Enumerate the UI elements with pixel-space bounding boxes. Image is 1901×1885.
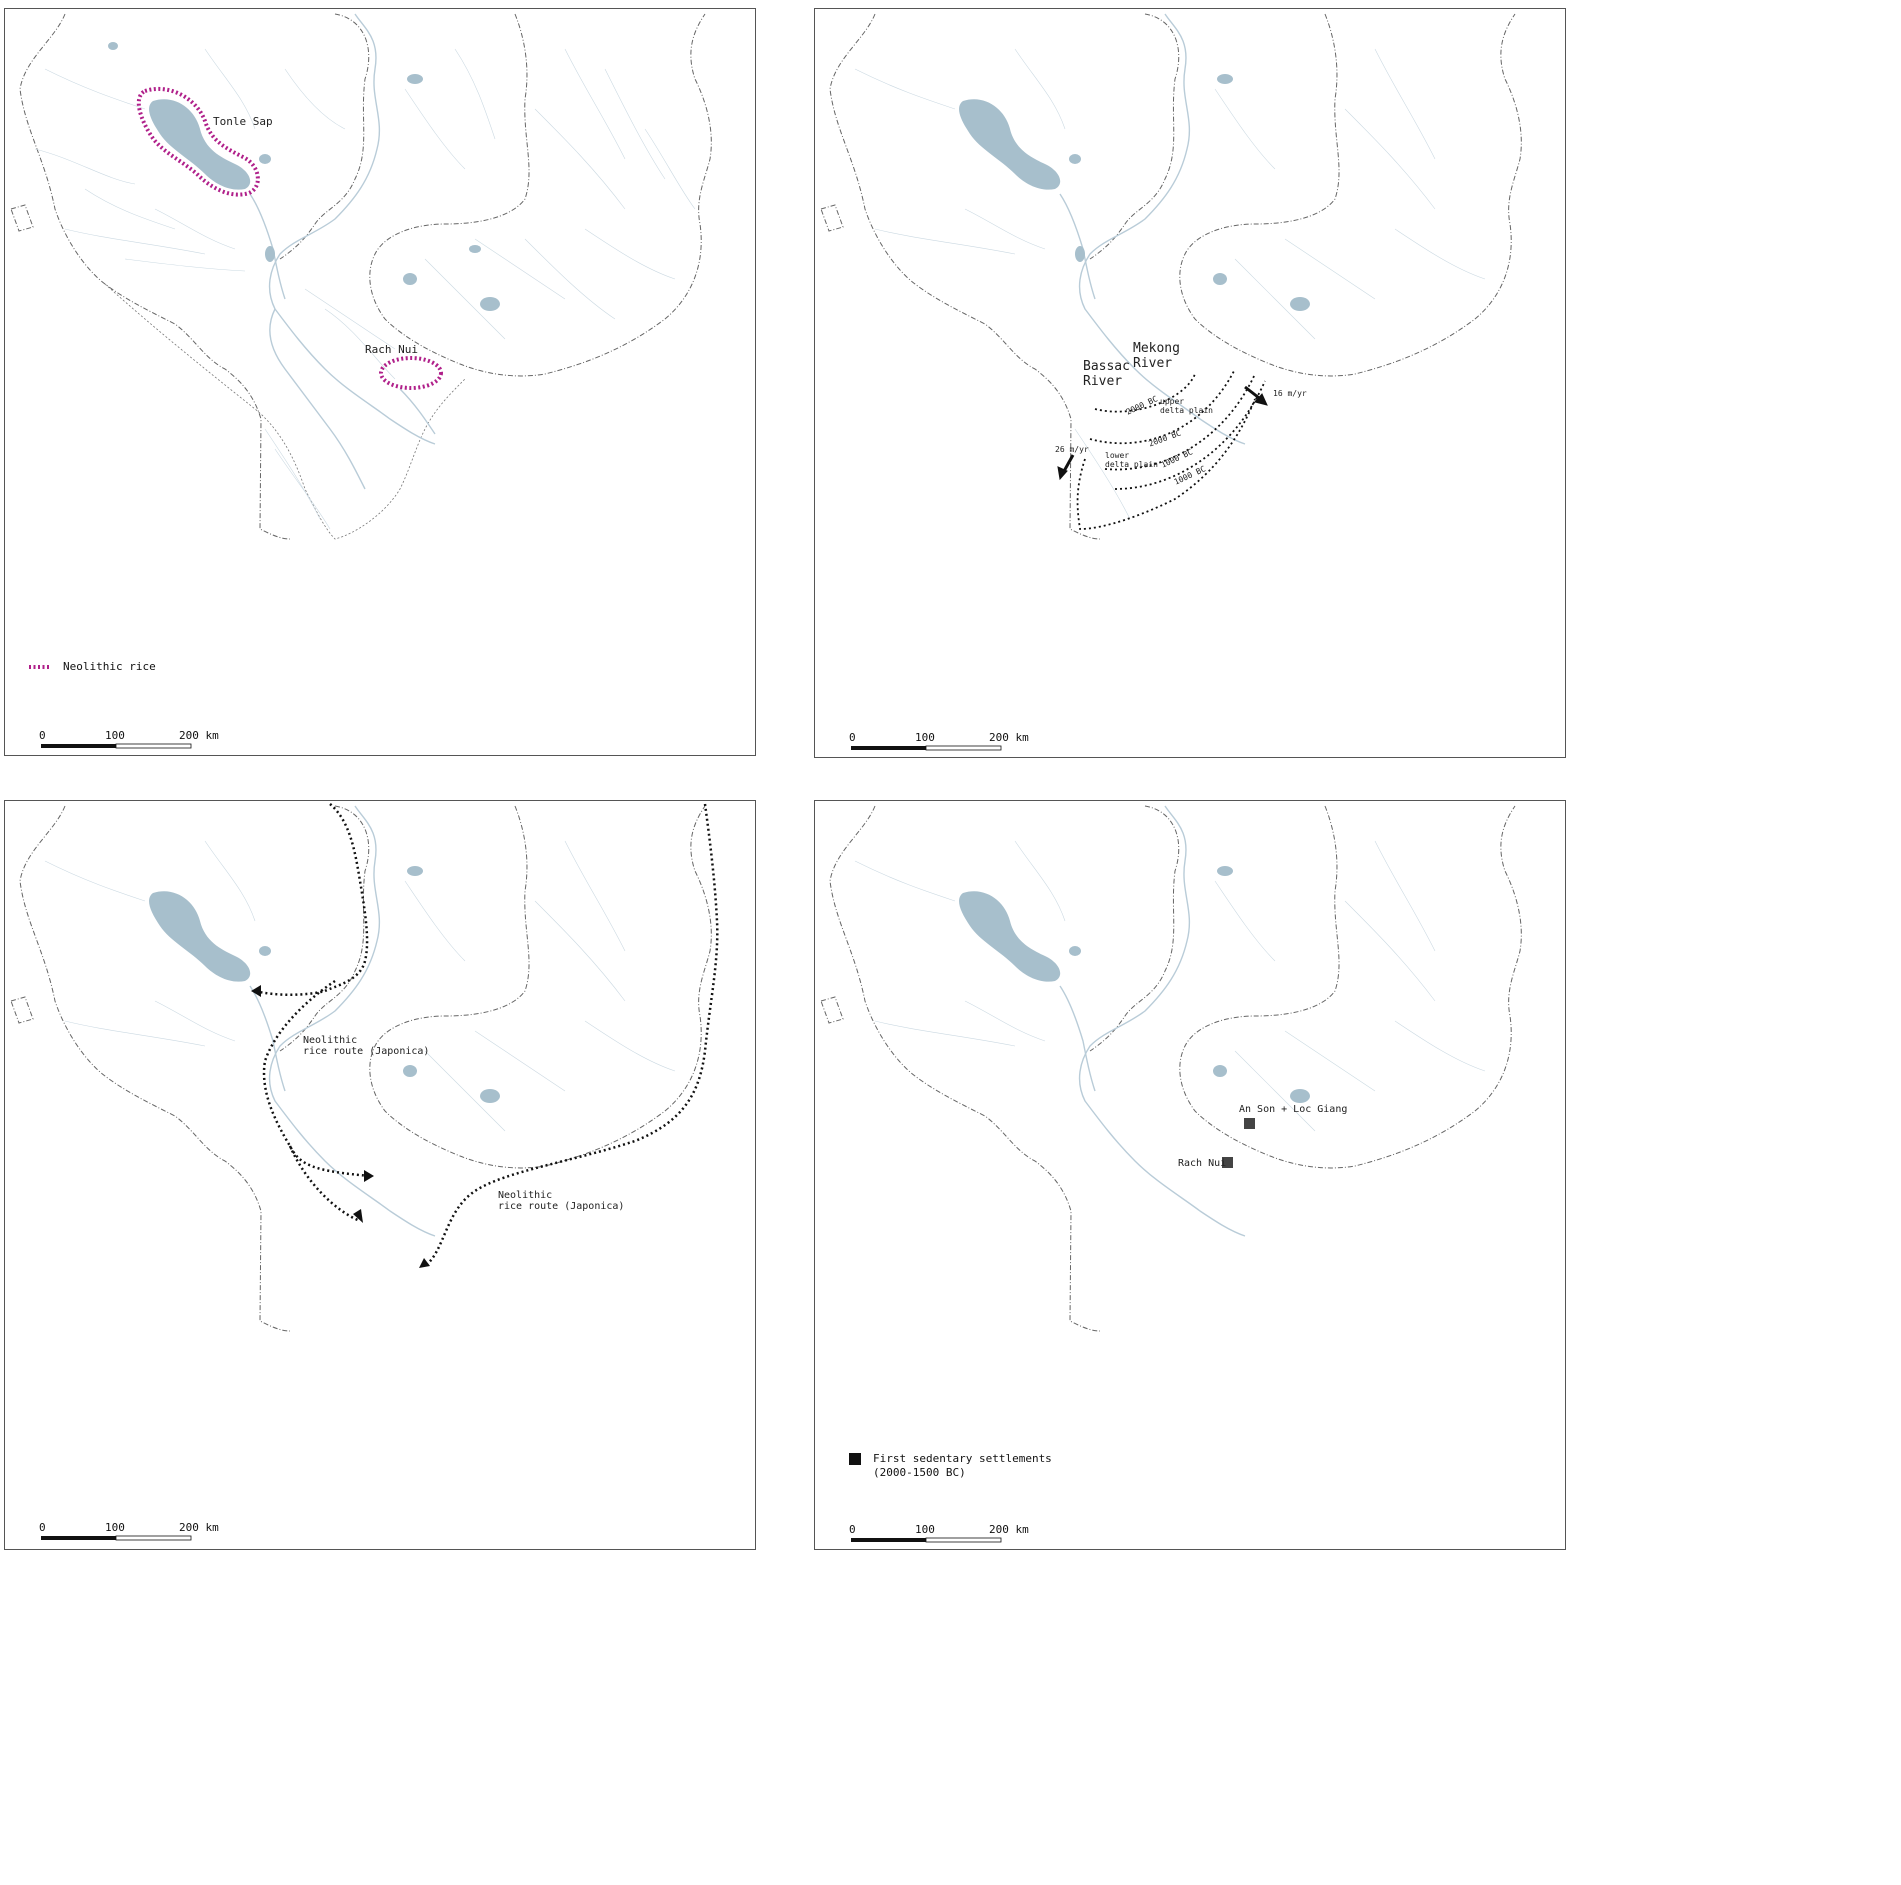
settlement-an-son (1244, 1118, 1255, 1129)
legend-neolithic-rice: Neolithic rice (63, 660, 156, 673)
label-rate-west: 26 m/yr (1055, 445, 1089, 454)
scale-tick-200: 200 km (179, 1521, 219, 1534)
lakes (108, 42, 500, 311)
map-panel-sedentary-settlements: An Son + Loc Giang Rach Nui First sedent… (814, 800, 1566, 1550)
scale-tick-100: 100 (105, 729, 125, 742)
scale-tick-0: 0 (39, 1521, 46, 1534)
legend-settlement-symbol (849, 1453, 861, 1465)
label-an-son-loc-giang: An Son + Loc Giang (1239, 1104, 1348, 1115)
settlement-rach-nui (1222, 1157, 1233, 1168)
map-panel-delta-progradation: Mekong River Bassac River upper delta pl… (814, 8, 1566, 758)
scale-tick-0: 0 (849, 731, 856, 744)
rivers (249, 805, 436, 1237)
rivers (1059, 805, 1246, 1237)
tonle-sap-rice-area (136, 86, 260, 197)
base-map (820, 805, 1522, 1543)
lakes (959, 866, 1310, 1103)
base-map (10, 803, 719, 1541)
tributaries (34, 48, 696, 530)
label-bassac-river: Bassac River (1083, 359, 1130, 389)
label-mekong-river: Mekong River (1133, 341, 1180, 371)
label-rach-nui: Rach Nui (365, 343, 418, 356)
label-tonle-sap: Tonle Sap (213, 115, 273, 128)
scale-bar (41, 1535, 192, 1541)
label-upper-delta-plain: upper delta plain (1160, 397, 1213, 415)
route-arrowheads (251, 985, 430, 1268)
scale-tick-0: 0 (849, 1523, 856, 1536)
scale-tick-100: 100 (915, 731, 935, 744)
label-route-coastal: Neolithic rice route (Japonica) (498, 1190, 625, 1212)
route-lines (254, 803, 719, 1267)
coastline (104, 283, 466, 540)
scale-bar (41, 743, 192, 749)
label-route-inland: Neolithic rice route (Japonica) (303, 1035, 430, 1057)
label-rate-east: 16 m/yr (1273, 389, 1307, 398)
scale-tick-100: 100 (915, 1523, 935, 1536)
base-map (10, 13, 712, 749)
tributaries (854, 48, 1486, 520)
base-map (820, 13, 1522, 751)
borders (820, 13, 1522, 540)
rice-sites (136, 86, 443, 390)
scale-tick-200: 200 km (179, 729, 219, 742)
scale-tick-0: 0 (39, 729, 46, 742)
rate-arrows (1057, 385, 1268, 481)
map-panel-rice-routes: Neolithic rice route (Japonica) Neolithi… (4, 800, 756, 1550)
tributaries (44, 840, 676, 1132)
scale-bar (851, 745, 1002, 751)
label-lower-delta-plain: lower delta plain (1105, 451, 1158, 469)
borders (820, 805, 1522, 1332)
lakes (149, 866, 500, 1103)
delta-isochrones (1076, 368, 1266, 530)
tributaries (854, 840, 1486, 1132)
label-rach-nui: Rach Nui (1178, 1158, 1227, 1169)
settlement-markers (1222, 1118, 1255, 1168)
legend-first-sedentary-settlements: First sedentary settlements (2000-1500 B… (873, 1452, 1052, 1479)
lakes (959, 74, 1310, 311)
scale-bar (851, 1537, 1002, 1543)
scale-tick-100: 100 (105, 1521, 125, 1534)
borders (10, 805, 712, 1332)
borders (10, 13, 712, 540)
rach-nui-rice-area (379, 356, 443, 390)
rivers (249, 13, 436, 490)
scale-tick-200: 200 km (989, 731, 1029, 744)
scale-tick-200: 200 km (989, 1523, 1029, 1536)
map-panel-neolithic-rice: Tonle Sap Rach Nui Neolithic rice 0 100 … (4, 8, 756, 756)
